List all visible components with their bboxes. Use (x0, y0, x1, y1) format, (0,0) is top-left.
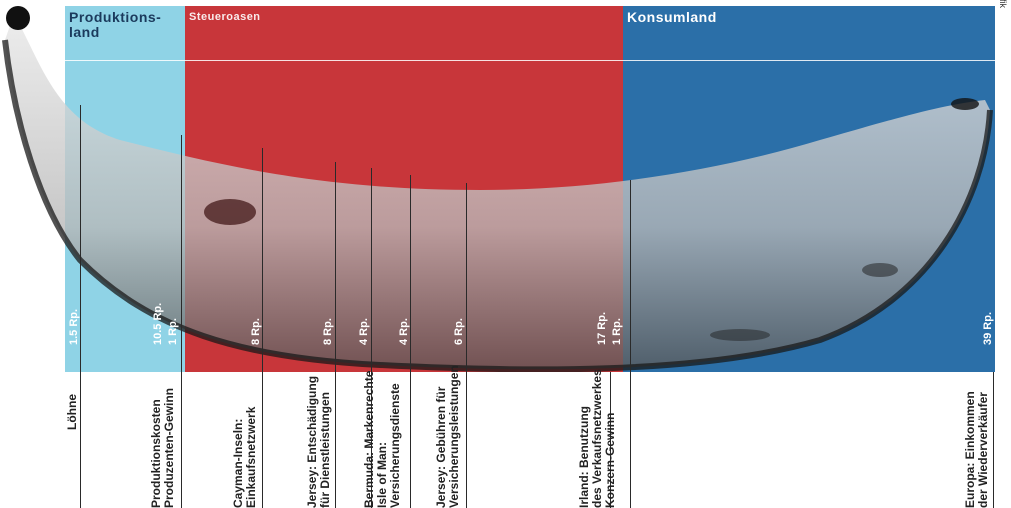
label-produktion: Produktionskosten Produzenten-Gewinn (149, 388, 176, 508)
divider-line (466, 183, 467, 508)
label-loehne: Löhne (65, 394, 79, 430)
label-irland: Irland: Benutzung des Verkaufsnetzwerkes… (577, 369, 617, 508)
label-jersey-gebuehren: Jersey: Gebühren für Versicherungsleistu… (434, 365, 461, 508)
header-rule (65, 60, 995, 61)
amount-produzenten-gewinn: 1 Rp. (167, 318, 179, 345)
tax-haven-title: Steueroasen (189, 11, 261, 23)
divider-line (993, 372, 994, 508)
divider-line (80, 105, 81, 508)
divider-line (262, 148, 263, 508)
divider-line (410, 372, 411, 508)
divider-line (262, 372, 263, 508)
production-country-title: Produktions- land (69, 9, 162, 40)
label-area (0, 372, 1011, 508)
divider-line (371, 168, 372, 508)
consumer-country-title: Konsumland (627, 9, 717, 25)
divider-line (80, 372, 81, 508)
divider-line (181, 135, 182, 508)
amount-konzern-gewinn: 1 Rp. (611, 318, 623, 345)
divider-line (410, 175, 411, 508)
image-credit: Quelle: Grafik (998, 0, 1008, 8)
amount-isle-of-man: 4 Rp. (398, 318, 410, 345)
divider-line (630, 372, 631, 508)
divider-line (181, 372, 182, 508)
amount-loehne: 1.5 Rp. (68, 308, 80, 345)
amount-cayman: 8 Rp. (250, 318, 262, 345)
label-europa: Europa: Einkommen der Wiederverkäufer (963, 391, 990, 508)
label-jersey-entschaedigung: Jersey: Entschädigung für Dienstleistung… (305, 375, 332, 508)
divider-line (371, 372, 372, 508)
amount-jersey-entschaedigung: 8 Rp. (322, 318, 334, 345)
amount-jersey-gebuehren: 6 Rp. (453, 318, 465, 345)
amount-produktionskosten: 10.5 Rp. (152, 302, 164, 345)
amount-bermuda: 4 Rp. (358, 318, 370, 345)
amount-irland: 17 Rp. (596, 311, 608, 345)
label-cayman: Cayman-Inseln: Einkaufsnetzwerk (231, 406, 258, 508)
label-bermuda-isle-of-man: Bermuda: Markenrechte Isle of Man: Versi… (362, 370, 402, 508)
amount-wiederverkaeufer: 39 Rp. (982, 311, 994, 345)
divider-line (466, 372, 467, 508)
divider-line (630, 180, 631, 508)
divider-line (335, 162, 336, 508)
divider-line (610, 372, 611, 508)
divider-line (335, 372, 336, 508)
